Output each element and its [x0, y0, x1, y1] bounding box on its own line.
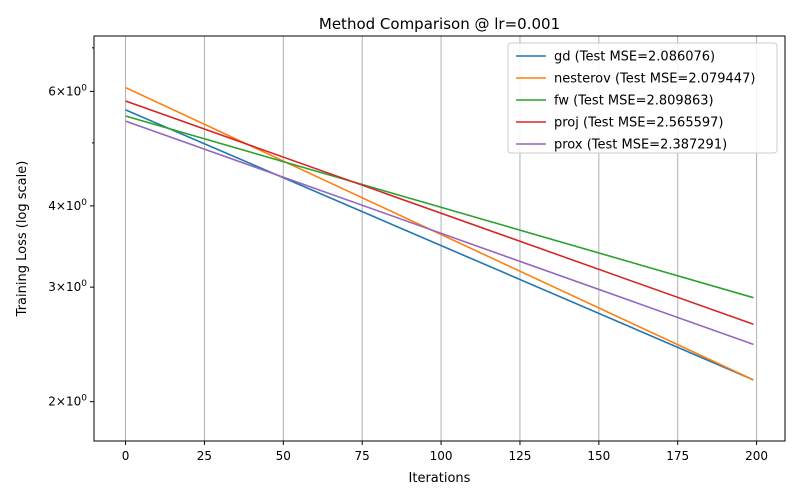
x-tick-label: 25 — [197, 449, 212, 463]
x-tick-label: 75 — [355, 449, 370, 463]
plot-frame — [93, 35, 786, 442]
x-axis: 0 25 50 75 100 125 150 175 200 — [122, 441, 768, 463]
legend-label: prox (Test MSE=2.387291) — [554, 138, 727, 153]
series-line — [125, 109, 754, 381]
x-tick-label: 200 — [745, 449, 768, 463]
series-line — [125, 100, 754, 326]
series-line — [125, 120, 754, 346]
y-axis: 2×100 3×100 4×100 6×100 — [48, 47, 94, 409]
x-tick-label: 100 — [430, 449, 453, 463]
y-tick-label: 2×100 — [48, 394, 87, 409]
legend-label: fw (Test MSE=2.809863) — [554, 94, 714, 109]
chart-title: Method Comparison @ lr=0.001 — [319, 15, 560, 33]
y-tick-label: 4×100 — [48, 198, 87, 213]
legend-label: nesterov (Test MSE=2.079447) — [554, 72, 755, 87]
legend: gd (Test MSE=2.086076) nesterov (Test MSE… — [507, 42, 778, 154]
legend-box — [507, 42, 778, 154]
legend-label: proj (Test MSE=2.565597) — [554, 116, 724, 131]
x-tick-label: 50 — [276, 449, 291, 463]
series-line — [125, 115, 754, 299]
x-tick-label: 0 — [122, 449, 130, 463]
series-line — [125, 86, 754, 381]
y-axis-label: Training Loss (log scale) — [15, 161, 30, 318]
series-lines — [125, 86, 754, 381]
x-tick-label: 175 — [666, 449, 689, 463]
x-tick-label: 125 — [509, 449, 532, 463]
y-tick-label: 6×100 — [48, 83, 87, 98]
y-tick-label: 3×100 — [48, 279, 87, 294]
x-axis-label: Iterations — [409, 471, 471, 486]
x-tick-label: 150 — [587, 449, 610, 463]
legend-label: gd (Test MSE=2.086076) — [554, 50, 715, 65]
